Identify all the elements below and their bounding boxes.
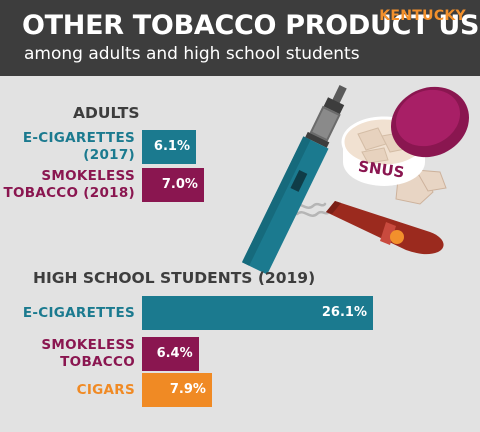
group-title-adults: ADULTS: [73, 104, 140, 122]
bar-category-label: CIGARS: [76, 381, 135, 398]
bar: [142, 168, 204, 202]
bar-category-label: SMOKELESS TOBACCO (2018): [3, 168, 135, 201]
bar-value-label: 6.1%: [153, 139, 190, 154]
group-title-high-school: HIGH SCHOOL STUDENTS (2019): [33, 269, 316, 287]
bar: [142, 130, 196, 164]
cigar-icon: [326, 201, 444, 255]
bar-category-label: SMOKELESS TOBACCO: [41, 337, 135, 370]
bar-category-label: E-CIGARETTES (2017): [22, 130, 135, 163]
page-title: OTHER TOBACCO PRODUCT USE: [22, 10, 480, 41]
bar: [142, 296, 373, 330]
bar: [142, 337, 199, 371]
vape-pen-icon: [242, 85, 347, 275]
header-banner: OTHER TOBACCO PRODUCT USE among adults a…: [0, 0, 480, 76]
bar-category-label: E-CIGARETTES: [22, 304, 135, 321]
page-subtitle: among adults and high school students: [24, 44, 360, 64]
bar-value-label: 7.0%: [161, 177, 198, 192]
snus-tin-icon: SNUS: [341, 86, 469, 186]
bar-value-label: 6.4%: [156, 346, 193, 361]
bar-value-label: 26.1%: [321, 305, 367, 320]
bar-value-label: 7.9%: [169, 382, 206, 397]
state-label: KENTUCKY: [379, 8, 466, 24]
bar: [142, 373, 212, 407]
